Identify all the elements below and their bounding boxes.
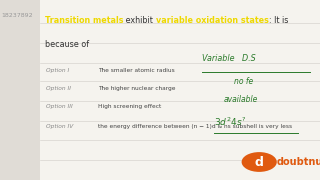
Text: The smaller atomic radius: The smaller atomic radius (98, 68, 174, 73)
Text: Transition metals: Transition metals (45, 16, 123, 25)
Text: the energy difference between (n − 1)d & ns subshell is very less: the energy difference between (n − 1)d &… (98, 124, 292, 129)
Text: $3d^{2}_{~}4s^{?}$: $3d^{2}_{~}4s^{?}$ (214, 115, 247, 125)
Text: 18237892: 18237892 (2, 13, 33, 18)
Text: Option III: Option III (46, 104, 73, 109)
Text: exhibit: exhibit (123, 16, 156, 25)
Text: Option II: Option II (46, 86, 71, 91)
Text: variable oxidation states: variable oxidation states (156, 16, 268, 25)
Text: High screening effect: High screening effect (98, 104, 161, 109)
Text: available: available (224, 95, 258, 104)
Text: doubtnut: doubtnut (277, 157, 320, 167)
Text: Option IV: Option IV (46, 124, 74, 129)
FancyBboxPatch shape (0, 0, 40, 180)
Text: The higher nuclear charge: The higher nuclear charge (98, 86, 175, 91)
Text: d: d (255, 156, 264, 168)
Text: : It is: : It is (268, 16, 288, 25)
Text: Option I: Option I (46, 68, 70, 73)
Text: Variable   D.S: Variable D.S (202, 54, 255, 63)
Text: no fe: no fe (234, 77, 253, 86)
Text: because of: because of (45, 40, 89, 49)
Circle shape (242, 152, 277, 172)
